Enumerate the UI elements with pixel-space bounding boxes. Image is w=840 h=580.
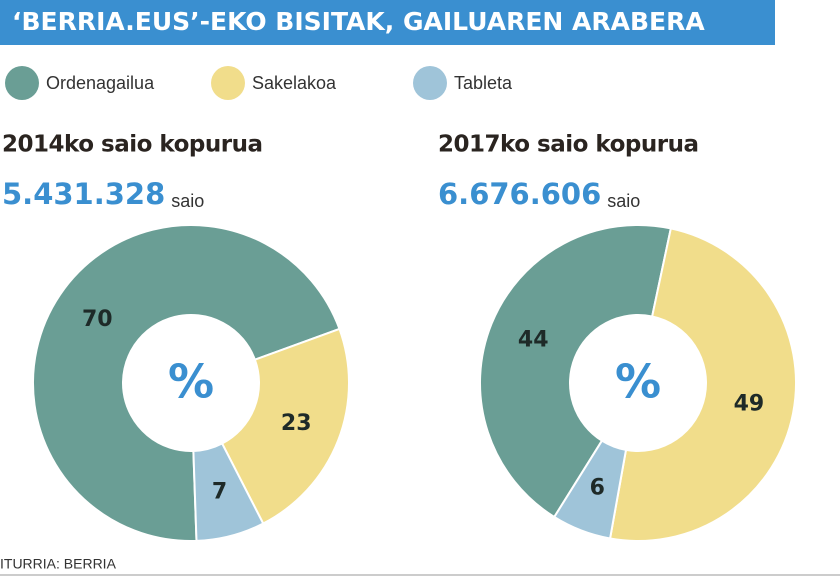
- chart-heading: 2017ko saio kopurua: [438, 132, 698, 158]
- title: ‘BERRIA.EUS’-EKO BISITAK, GAILUAREN ARAB…: [12, 7, 705, 36]
- segment-label: 23: [281, 411, 312, 436]
- donut-segment: [552, 439, 628, 540]
- donut-segment: [32, 224, 341, 542]
- donut-segment: [192, 442, 265, 542]
- legend-swatch: [413, 66, 447, 100]
- donut-segment: [220, 327, 350, 525]
- segment-label: 70: [82, 307, 113, 332]
- center-label: %: [168, 355, 214, 409]
- legend-swatch: [211, 66, 245, 100]
- donut-segment: [608, 227, 797, 542]
- legend-label: Sakelakoa: [252, 73, 337, 93]
- title-banner: [0, 0, 775, 45]
- center-label: %: [615, 355, 661, 409]
- total-sessions: 5.431.328: [2, 177, 165, 211]
- segment-label: 49: [734, 392, 765, 417]
- segment-label: 7: [212, 479, 227, 504]
- total-unit: saio: [607, 191, 640, 211]
- legend-label: Tableta: [454, 73, 513, 93]
- legend-label: Ordenagailua: [46, 73, 155, 93]
- chart-heading: 2014ko saio kopurua: [2, 132, 262, 158]
- total-unit: saio: [171, 191, 204, 211]
- donut-segment: [479, 224, 673, 519]
- segment-label: 44: [518, 328, 549, 353]
- total-sessions: 6.676.606: [438, 177, 601, 211]
- source: ITURRIA: BERRIA: [0, 556, 117, 572]
- legend-swatch: [5, 66, 39, 100]
- segment-label: 6: [590, 475, 605, 500]
